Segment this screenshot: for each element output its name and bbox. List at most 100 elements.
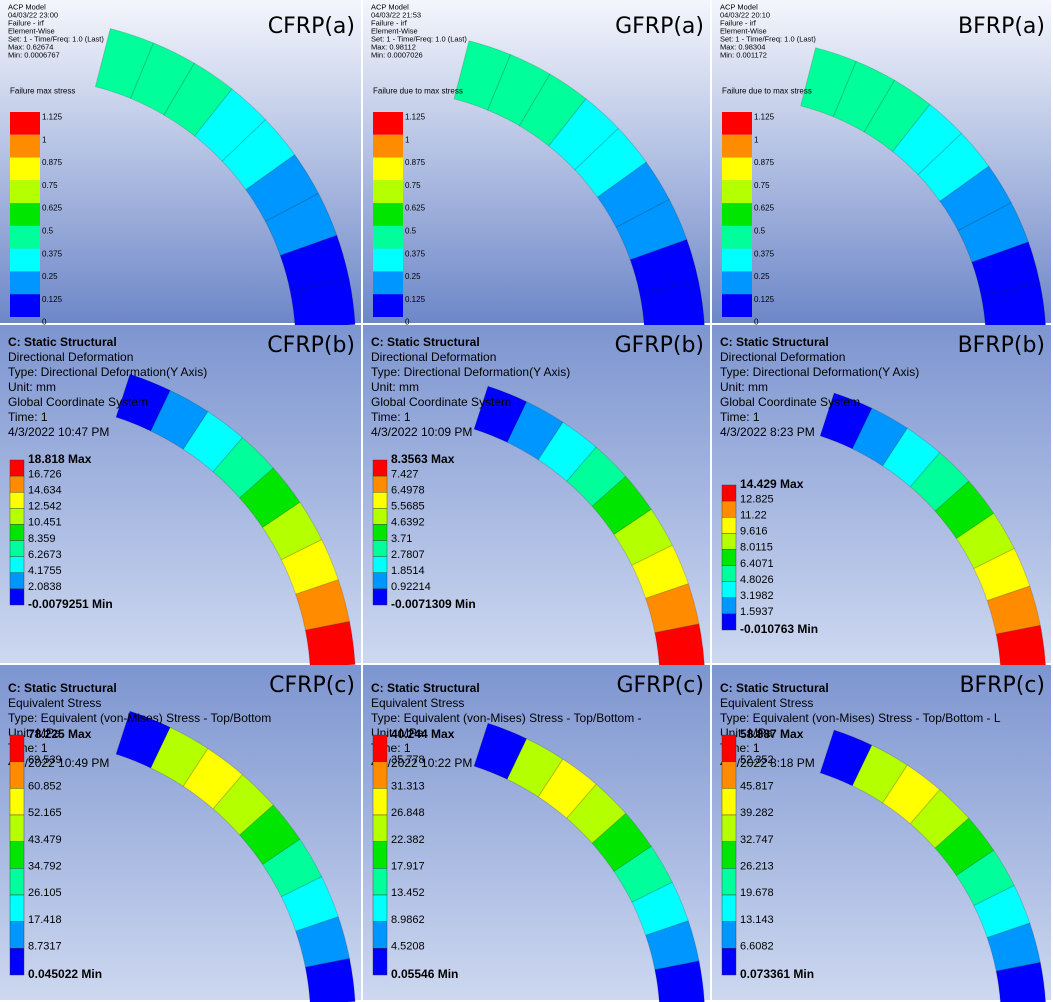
legend-swatch bbox=[373, 460, 387, 476]
legend-label: 43.479 bbox=[28, 834, 62, 846]
info-header: C: Static Structural bbox=[8, 335, 117, 349]
legend-swatch bbox=[722, 549, 736, 565]
legend-swatch bbox=[722, 815, 736, 842]
legend-swatch bbox=[10, 460, 24, 476]
legend-swatch bbox=[373, 203, 403, 226]
legend-swatch bbox=[373, 476, 387, 492]
legend-label: 0.875 bbox=[405, 158, 426, 167]
legend-label: 11.22 bbox=[740, 509, 767, 521]
legend-swatch bbox=[722, 868, 736, 895]
legend-swatch bbox=[373, 842, 387, 869]
info-header: C: Static Structural bbox=[371, 681, 480, 695]
legend-swatch bbox=[722, 249, 752, 272]
legend-swatch bbox=[373, 271, 403, 294]
legend-swatch bbox=[373, 815, 387, 842]
info-line: Equivalent Stress bbox=[8, 696, 101, 710]
legend-swatch bbox=[373, 573, 387, 589]
legend-swatch bbox=[722, 517, 736, 533]
panel-label: BFRP(a) bbox=[958, 14, 1045, 39]
legend-label: 16.726 bbox=[28, 468, 62, 480]
legend-label: 0.875 bbox=[754, 158, 775, 167]
legend-swatch bbox=[373, 788, 387, 815]
legend-label: 3.1982 bbox=[740, 590, 774, 602]
legend-label: 0.045022 Min bbox=[28, 967, 102, 981]
info-line: Type: Directional Deformation(Y Axis) bbox=[8, 365, 207, 379]
legend-label: 0.25 bbox=[754, 272, 770, 281]
legend-label: 2.0838 bbox=[28, 581, 62, 593]
legend-label: 26.105 bbox=[28, 887, 62, 899]
legend-title: Failure due to max stress bbox=[722, 87, 812, 96]
legend-label: 0.75 bbox=[405, 181, 421, 190]
legend-label: 14.634 bbox=[28, 484, 62, 496]
legend-swatch bbox=[373, 762, 387, 789]
legend-label: -0.0079251 Min bbox=[28, 597, 113, 611]
legend-label: 69.539 bbox=[28, 754, 62, 766]
legend-label: 0.5 bbox=[405, 226, 417, 235]
info-line: Global Coordinate System bbox=[720, 395, 860, 409]
info-line: Type: Equivalent (von-Mises) Stress - To… bbox=[720, 711, 1001, 725]
legend-label: 1.125 bbox=[754, 113, 775, 122]
legend-swatch bbox=[373, 868, 387, 895]
legend-label: 52.352 bbox=[740, 754, 774, 766]
legend-label: 78.225 Max bbox=[28, 727, 92, 741]
legend-swatch bbox=[373, 948, 387, 975]
legend-label: 12.542 bbox=[28, 501, 62, 513]
info-line: Equivalent Stress bbox=[720, 696, 813, 710]
legend-label: 0.125 bbox=[42, 295, 63, 304]
legend-label: 1 bbox=[42, 135, 47, 144]
legend-label: 13.143 bbox=[740, 914, 774, 926]
legend-label: 39.282 bbox=[740, 807, 774, 819]
info-line: Directional Deformation bbox=[720, 350, 845, 364]
legend-swatch bbox=[373, 112, 403, 135]
legend-swatch bbox=[10, 112, 40, 135]
info-line: 4/3/2022 10:47 PM bbox=[8, 425, 109, 439]
legend-swatch bbox=[373, 492, 387, 508]
legend-label: 0.92214 bbox=[391, 581, 431, 593]
legend-label: 1.125 bbox=[405, 113, 426, 122]
legend-swatch bbox=[10, 294, 40, 317]
legend-label: 1.125 bbox=[42, 113, 63, 122]
legend-swatch bbox=[10, 573, 24, 589]
info-line: Directional Deformation bbox=[8, 350, 133, 364]
legend-label: 17.917 bbox=[391, 861, 425, 873]
legend-swatch bbox=[722, 203, 752, 226]
legend-swatch bbox=[373, 735, 387, 762]
info-line: Type: Directional Deformation(Y Axis) bbox=[371, 365, 570, 379]
legend-label: 17.418 bbox=[28, 914, 62, 926]
legend-label: 18.818 Max bbox=[28, 452, 92, 466]
legend-label: 0.25 bbox=[405, 272, 421, 281]
legend-label: 6.4071 bbox=[740, 558, 774, 570]
legend-swatch bbox=[373, 226, 403, 249]
panel-label: GFRP(c) bbox=[616, 673, 704, 698]
legend-swatch bbox=[722, 135, 752, 158]
legend-swatch bbox=[722, 582, 736, 598]
legend-label: 0.073361 Min bbox=[740, 967, 814, 981]
info-line: Min: 0.0006767 bbox=[8, 51, 60, 60]
legend-label: 0.5 bbox=[754, 226, 766, 235]
legend-swatch bbox=[722, 762, 736, 789]
legend-swatch bbox=[10, 249, 40, 272]
info-line: Type: Equivalent (von-Mises) Stress - To… bbox=[371, 711, 642, 725]
legend-swatch bbox=[10, 524, 24, 540]
info-line: Type: Directional Deformation(Y Axis) bbox=[720, 365, 919, 379]
info-header: C: Static Structural bbox=[8, 681, 117, 695]
legend-swatch bbox=[10, 815, 24, 842]
legend-swatch bbox=[10, 541, 24, 557]
legend-label: 6.4978 bbox=[391, 484, 425, 496]
legend-label: -0.0071309 Min bbox=[391, 597, 476, 611]
legend-label: 58.887 Max bbox=[740, 727, 804, 741]
legend-label: 32.747 bbox=[740, 834, 774, 846]
legend-label: 0.125 bbox=[405, 295, 426, 304]
legend-swatch bbox=[722, 226, 752, 249]
panel-label: CFRP(a) bbox=[268, 14, 355, 39]
info-header: C: Static Structural bbox=[720, 681, 829, 695]
legend-label: 4.6392 bbox=[391, 517, 425, 529]
panel: GFRP(b)C: Static StructuralDirectional D… bbox=[363, 325, 710, 668]
legend-swatch bbox=[722, 158, 752, 181]
legend-swatch bbox=[10, 557, 24, 573]
legend-label: 0.875 bbox=[42, 158, 63, 167]
legend-label: 4.5208 bbox=[391, 941, 425, 953]
panel-label: GFRP(a) bbox=[615, 14, 704, 39]
